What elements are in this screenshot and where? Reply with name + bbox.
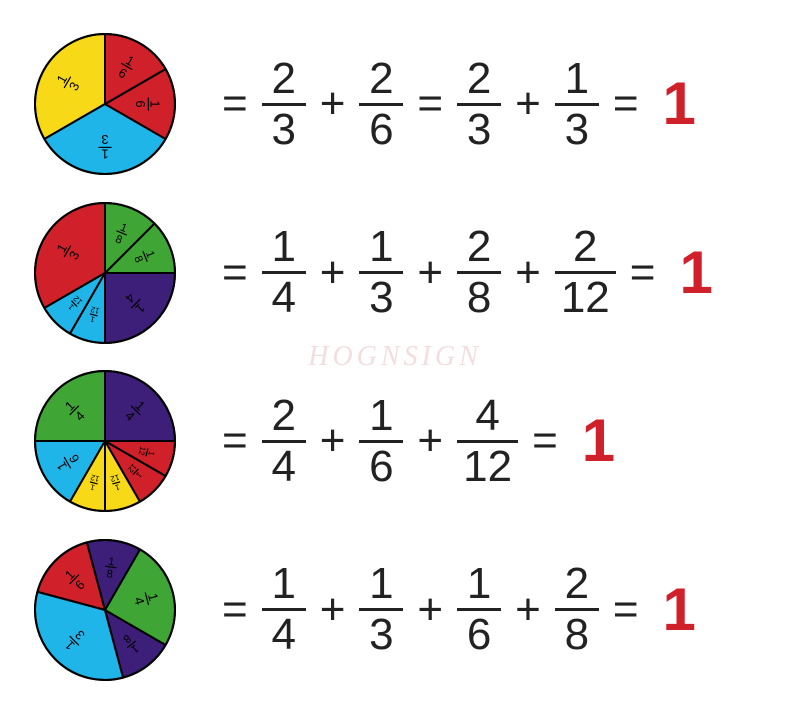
fraction: 13: [555, 55, 599, 154]
operator: =: [208, 419, 262, 463]
equation-result: 1: [572, 411, 615, 471]
equation-result: 1: [669, 243, 712, 303]
svg-text:1: 1: [147, 101, 162, 108]
pie-chart-1: 13131616: [30, 29, 180, 179]
fraction-numerator: 2: [461, 223, 497, 271]
svg-text:6: 6: [133, 101, 148, 108]
fraction: 28: [457, 223, 501, 322]
equation-result: 1: [653, 580, 696, 640]
pie-chart-2: 13112112141818: [30, 198, 180, 348]
equation-row-4: 1613181418 =14+13+16+28=1: [30, 535, 760, 685]
fraction-denominator: 12: [457, 443, 518, 491]
fraction: 26: [359, 55, 403, 154]
fraction-denominator: 8: [461, 274, 497, 322]
operator: +: [403, 251, 457, 295]
fraction: 24: [262, 392, 306, 491]
fraction: 14: [262, 223, 306, 322]
operator: =: [599, 588, 653, 632]
fraction: 23: [262, 55, 306, 154]
fraction-numerator: 2: [567, 223, 603, 271]
fraction-denominator: 3: [559, 106, 595, 154]
fraction: 28: [555, 560, 599, 659]
pie-chart-4: 1613181418: [30, 535, 180, 685]
svg-text:1: 1: [101, 147, 108, 162]
operator: +: [306, 588, 360, 632]
fraction-numerator: 1: [363, 560, 399, 608]
operator: =: [616, 251, 670, 295]
operator: +: [403, 419, 457, 463]
operator: +: [306, 419, 360, 463]
fraction-numerator: 4: [469, 392, 505, 440]
fraction: 23: [457, 55, 501, 154]
equation-4: =14+13+16+28=1: [180, 560, 760, 659]
fraction-denominator: 4: [265, 443, 301, 491]
fraction: 13: [359, 223, 403, 322]
fraction-denominator: 3: [265, 106, 301, 154]
fraction-numerator: 2: [461, 55, 497, 103]
fraction-numerator: 2: [363, 55, 399, 103]
operator: =: [403, 82, 457, 126]
fraction-numerator: 1: [265, 223, 301, 271]
operator: +: [403, 588, 457, 632]
operator: =: [518, 419, 572, 463]
fraction-denominator: 12: [555, 274, 616, 322]
equation-3: =24+16+412=1: [180, 392, 760, 491]
fraction-denominator: 6: [363, 443, 399, 491]
svg-text:3: 3: [101, 132, 108, 147]
fraction-numerator: 2: [265, 55, 301, 103]
fraction-numerator: 2: [559, 560, 595, 608]
equation-2: =14+13+28+212=1: [180, 223, 760, 322]
fraction-denominator: 3: [363, 611, 399, 659]
equation-row-1: 13131616 =23+26=23+13=1: [30, 29, 760, 179]
fraction-worksheet: 13131616 =23+26=23+13=1 13112112141818 =…: [0, 0, 790, 714]
fraction-denominator: 3: [461, 106, 497, 154]
fraction-denominator: 3: [363, 274, 399, 322]
operator: +: [306, 82, 360, 126]
operator: +: [501, 588, 555, 632]
fraction: 16: [457, 560, 501, 659]
operator: =: [208, 251, 262, 295]
operator: =: [599, 82, 653, 126]
equation-result: 1: [653, 74, 696, 134]
equation-1: =23+26=23+13=1: [180, 55, 760, 154]
fraction-numerator: 1: [461, 560, 497, 608]
fraction-denominator: 4: [265, 611, 301, 659]
operator: +: [501, 251, 555, 295]
fraction: 16: [359, 392, 403, 491]
fraction-denominator: 8: [559, 611, 595, 659]
fraction-numerator: 1: [265, 560, 301, 608]
operator: +: [501, 82, 555, 126]
fraction-numerator: 2: [265, 392, 301, 440]
fraction: 14: [262, 560, 306, 659]
fraction-numerator: 1: [363, 392, 399, 440]
equation-row-2: 13112112141818 =14+13+28+212=1: [30, 198, 760, 348]
operator: +: [306, 251, 360, 295]
fraction: 212: [555, 223, 616, 322]
fraction-denominator: 4: [265, 274, 301, 322]
operator: =: [208, 82, 262, 126]
fraction-numerator: 1: [363, 223, 399, 271]
fraction: 412: [457, 392, 518, 491]
fraction-numerator: 1: [559, 55, 595, 103]
pie-chart-3: 141611211211211214: [30, 366, 180, 516]
operator: =: [208, 588, 262, 632]
fraction-denominator: 6: [363, 106, 399, 154]
fraction-denominator: 6: [461, 611, 497, 659]
equation-row-3: 141611211211211214 =24+16+412=1: [30, 366, 760, 516]
fraction: 13: [359, 560, 403, 659]
